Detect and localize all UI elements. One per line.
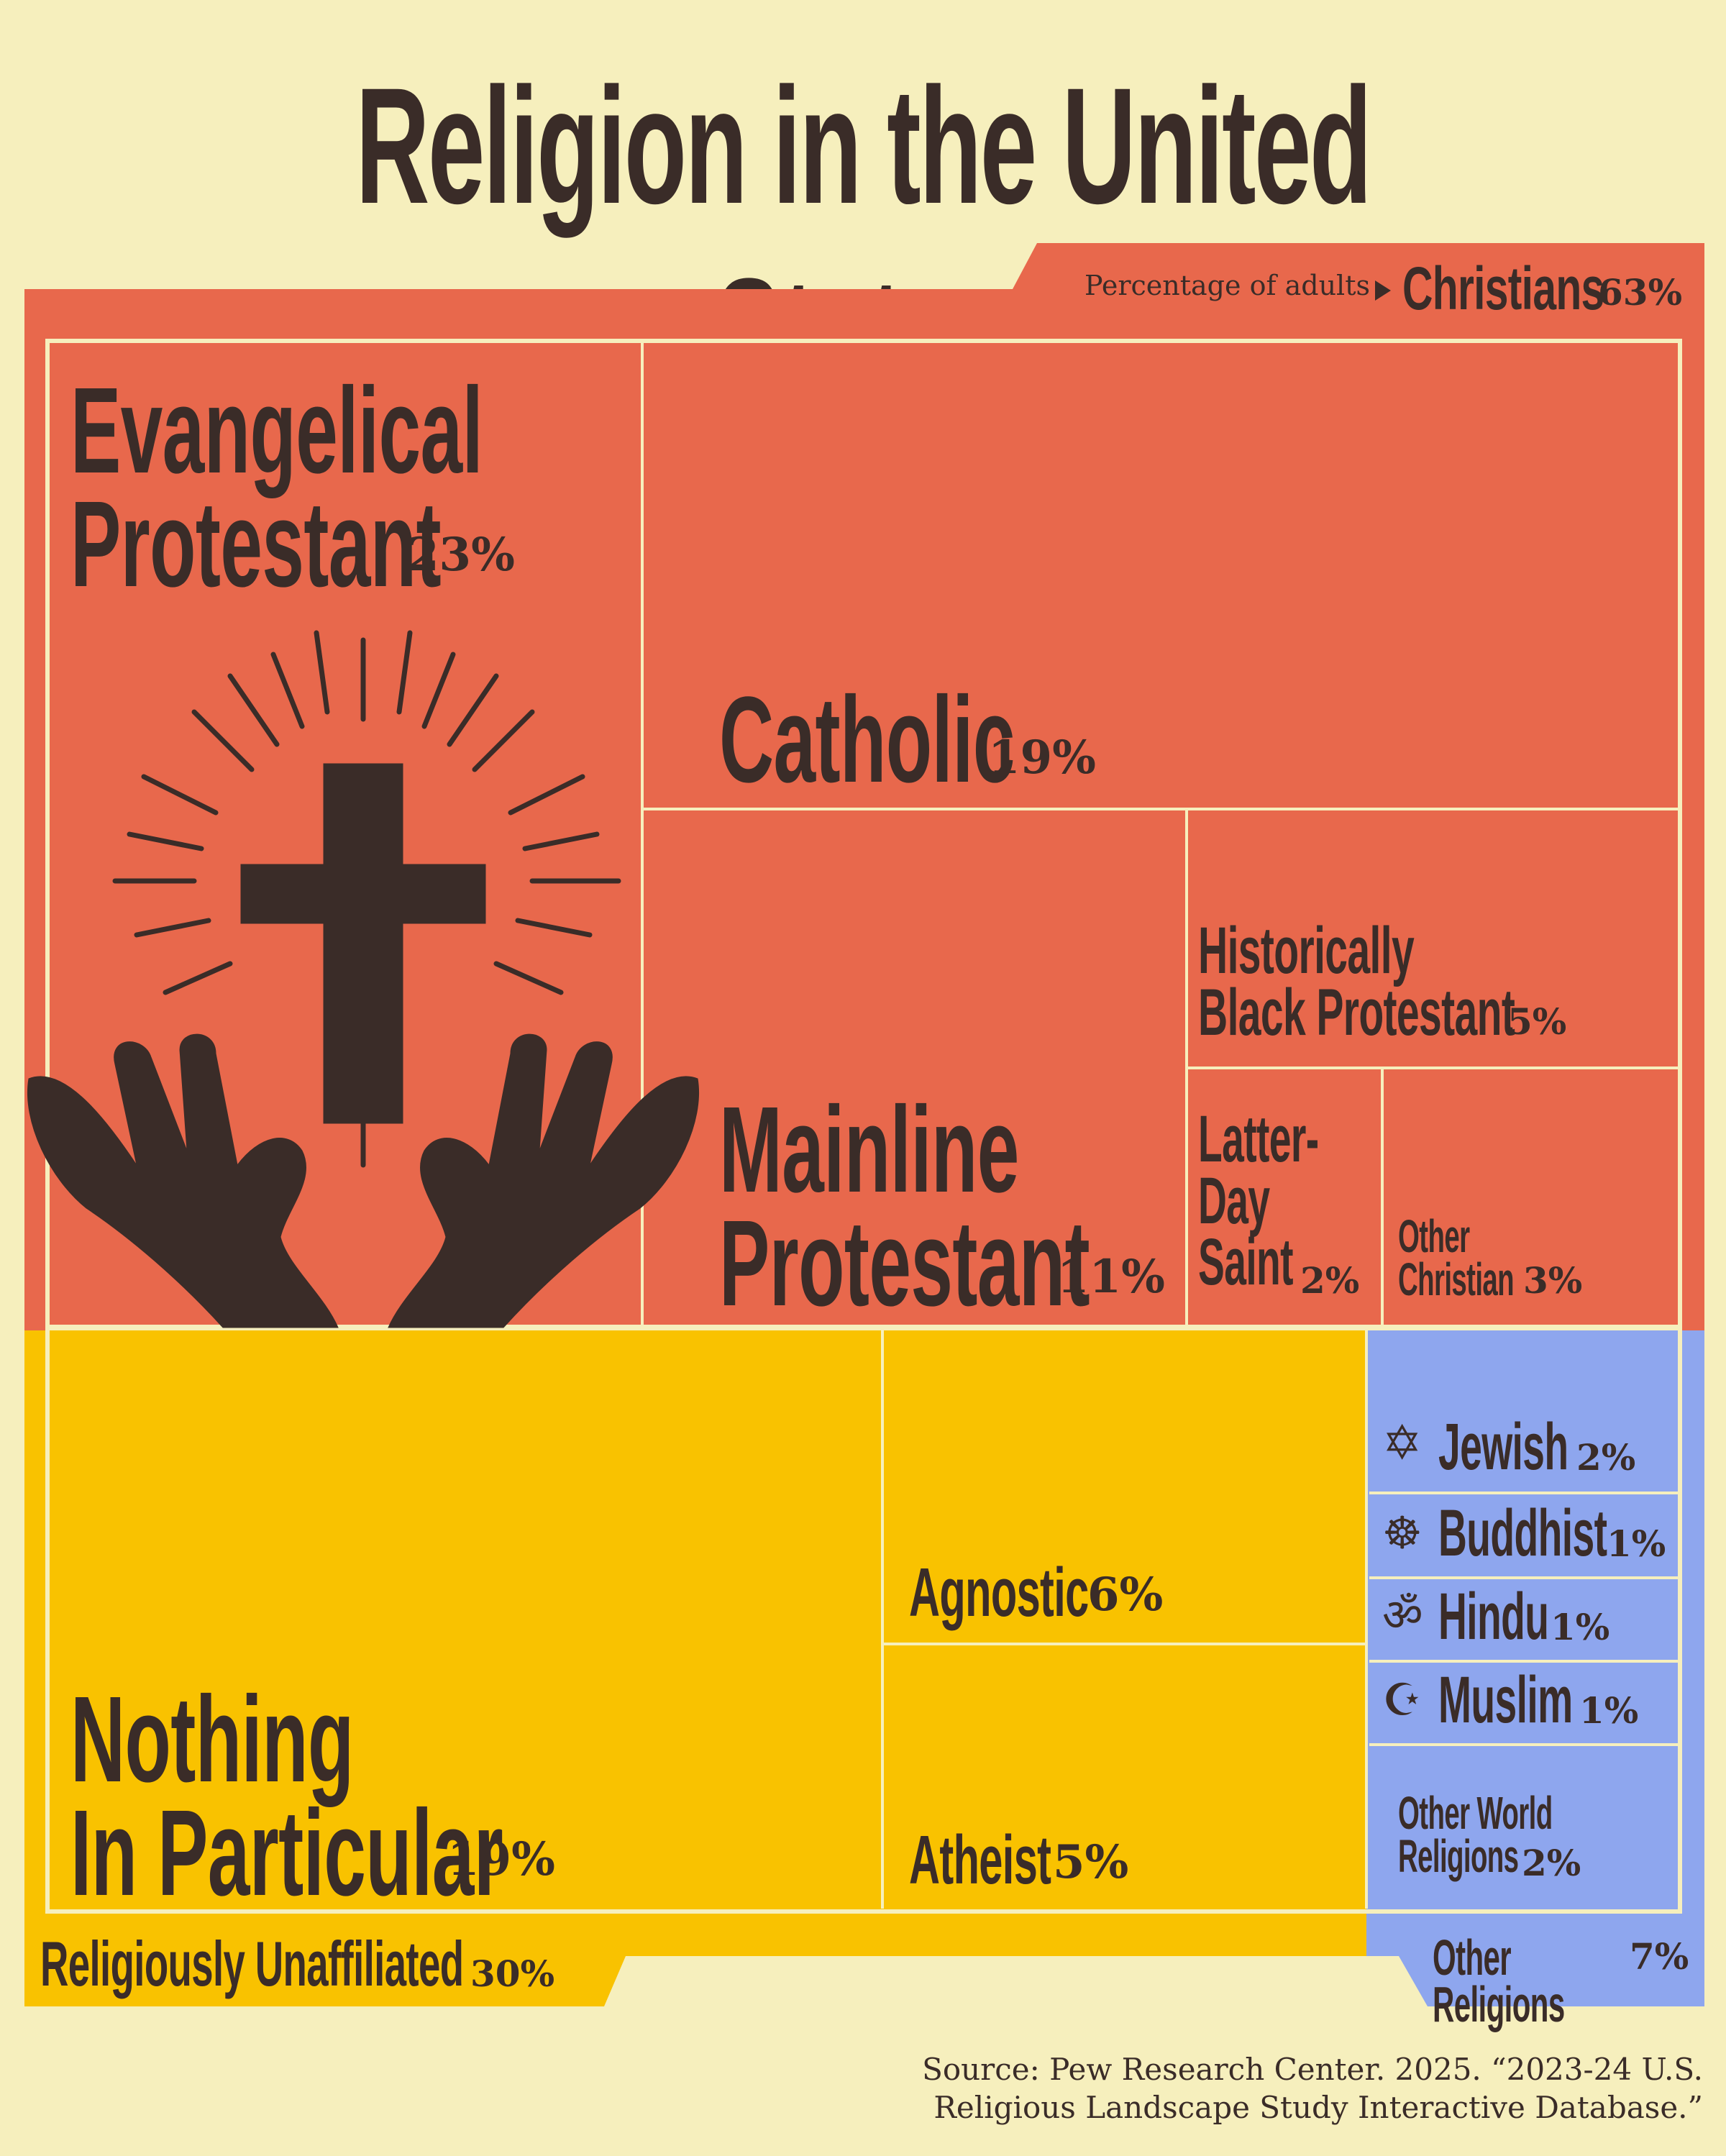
om-icon: ॐ [1382, 1591, 1423, 1640]
latter-day-saint-label: Latter- Day Saint [1198, 1102, 1319, 1299]
evangelical-label: Evangelical Protestant [70, 362, 483, 613]
other-world-religions-label: Other World Religions [1398, 1787, 1553, 1882]
mainline-pct: 11% [1057, 1250, 1165, 1304]
christians-group-area [24, 243, 1704, 1330]
right-hand [388, 1033, 699, 1328]
left-hand [27, 1033, 339, 1328]
other-religions-group-area [1366, 1330, 1704, 2006]
star-of-david-icon: ✡ [1382, 1416, 1423, 1469]
crescent-icon: ☪ [1382, 1676, 1423, 1725]
other-world-religions-pct: 2% [1522, 1842, 1581, 1884]
cross-hands-illustration [27, 630, 699, 1328]
arrow-icon [1375, 280, 1391, 301]
cross-icon [323, 763, 403, 1124]
muslim-pct: 1% [1579, 1689, 1639, 1732]
other-religions-label: Other Religions [1433, 1929, 1565, 2033]
evangelical-pct: 23% [407, 528, 515, 582]
other-christian-pct: 3% [1523, 1259, 1583, 1302]
subtitle: Percentage of adults [1085, 270, 1370, 301]
catholic-pct: 19% [988, 731, 1096, 785]
buddhist-label: Buddhist [1438, 1497, 1607, 1570]
atheist-label: Atheist [909, 1822, 1051, 1899]
unaffiliated-pct: 30% [470, 1952, 555, 1995]
christians-pct: 63% [1598, 271, 1683, 314]
source-note: Source: Pew Research Center. 2025. “2023… [922, 2052, 1703, 2125]
black-protestant-pct: 5% [1507, 1000, 1567, 1043]
jewish-pct: 2% [1576, 1436, 1636, 1479]
muslim-label: Muslim [1438, 1663, 1573, 1737]
light-rays [112, 630, 621, 1168]
unaffiliated-group-area [24, 1330, 1366, 2006]
latter-day-saint-pct: 2% [1300, 1259, 1360, 1302]
christians-label: Christians [1402, 255, 1604, 322]
dharma-wheel-icon: ☸ [1382, 1509, 1423, 1558]
unaffiliated-label: Religiously Unaffiliated [40, 1928, 464, 1999]
mainline-label: Mainline Protestant [719, 1082, 1090, 1333]
other-religions-pct: 7% [1630, 1935, 1689, 1978]
nothing-in-particular-pct: 19% [447, 1832, 555, 1886]
agnostic-pct: 6% [1087, 1568, 1164, 1622]
buddhist-pct: 1% [1607, 1522, 1666, 1565]
black-protestant-label: Historically Black Protestant [1198, 914, 1515, 1049]
agnostic-label: Agnostic [909, 1554, 1089, 1631]
catholic-label: Catholic [719, 672, 1015, 808]
hindu-label: Hindu [1438, 1580, 1549, 1653]
other-christian-label: Other Christian [1398, 1210, 1515, 1305]
hindu-pct: 1% [1551, 1606, 1610, 1648]
atheist-pct: 5% [1053, 1835, 1129, 1889]
jewish-label: Jewish [1438, 1410, 1569, 1484]
nothing-in-particular-label: Nothing In Particular [70, 1671, 503, 1922]
